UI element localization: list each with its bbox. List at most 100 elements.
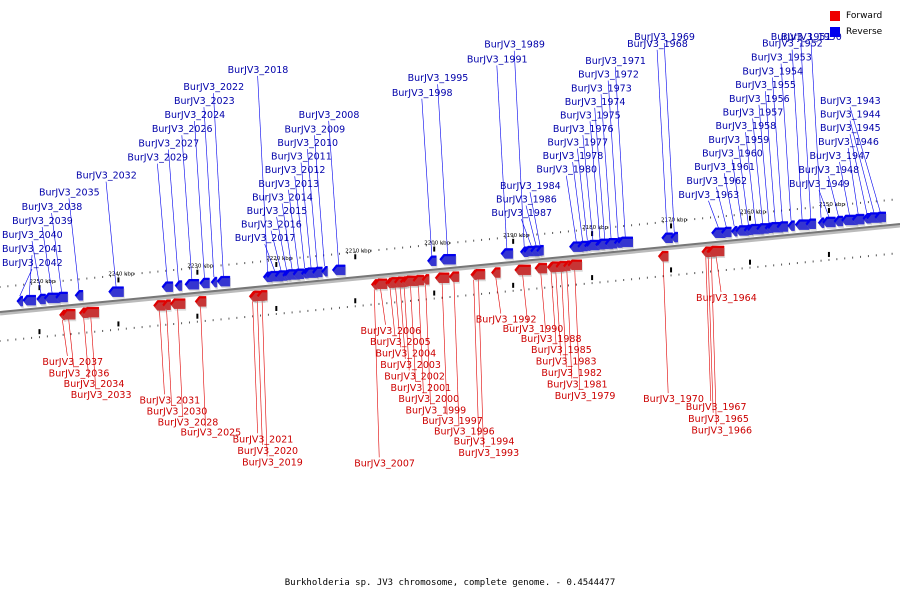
gene-arrow-BurJV3_1943[interactable] [874,211,887,223]
gene-label-BurJV3_1946[interactable]: BurJV3_1946 [818,137,879,148]
gene-label-BurJV3_2002[interactable]: BurJV3_2002 [384,371,445,382]
gene-label-BurJV3_1959[interactable]: BurJV3_1959 [708,135,769,146]
gene-label-BurJV3_1950[interactable]: BurJV3_1950 [781,32,842,43]
gene-label-BurJV3_1972[interactable]: BurJV3_1972 [578,70,639,81]
gene-label-BurJV3_1967[interactable]: BurJV3_1967 [686,402,747,413]
gene-arrow-BurJV3_2024[interactable] [199,277,210,289]
gene-label-BurJV3_2000[interactable]: BurJV3_2000 [398,394,459,405]
gene-label-BurJV3_1997[interactable]: BurJV3_1997 [422,416,483,427]
gene-arrow-BurJV3_2042[interactable] [16,295,23,307]
gene-label-BurJV3_1978[interactable]: BurJV3_1978 [543,151,604,162]
gene-label-BurJV3_2007[interactable]: BurJV3_2007 [354,458,415,469]
gene-label-BurJV3_2021[interactable]: BurJV3_2021 [233,434,294,445]
gene-arrow-BurJV3_2008[interactable] [331,264,346,276]
gene-label-BurJV3_1964[interactable]: BurJV3_1964 [696,293,757,304]
gene-label-BurJV3_2003[interactable]: BurJV3_2003 [380,360,441,371]
gene-label-BurJV3_1962[interactable]: BurJV3_1962 [686,176,747,187]
gene-arrow-BurJV3_2026[interactable] [184,278,200,290]
gene-label-BurJV3_1960[interactable]: BurJV3_1960 [702,148,763,159]
gene-arrow-BurJV3_2029[interactable] [161,281,174,292]
gene-label-BurJV3_2037[interactable]: BurJV3_2037 [42,357,103,368]
gene-label-BurJV3_1994[interactable]: BurJV3_1994 [454,437,515,448]
gene-arrow-BurJV3_1984[interactable] [536,244,544,256]
gene-arrow-BurJV3_2009[interactable] [321,266,328,277]
gene-arrow-BurJV3_2041[interactable] [22,294,36,306]
gene-label-BurJV3_1993[interactable]: BurJV3_1993 [458,448,519,459]
gene-label-BurJV3_1948[interactable]: BurJV3_1948 [798,165,859,176]
gene-label-BurJV3_2031[interactable]: BurJV3_2031 [139,395,200,406]
gene-label-BurJV3_2010[interactable]: BurJV3_2010 [277,138,338,149]
gene-arrow-BurJV3_1951[interactable] [805,218,817,229]
gene-label-BurJV3_1951[interactable]: BurJV3_1951 [771,32,832,43]
gene-label-BurJV3_1976[interactable]: BurJV3_1976 [553,124,614,135]
gene-arrow-BurJV3_1998[interactable] [427,255,437,267]
gene-arrow-BurJV3_2038[interactable] [55,291,68,303]
gene-label-BurJV3_2004[interactable]: BurJV3_2004 [376,348,437,359]
gene-arrow-BurJV3_1990[interactable] [514,264,531,276]
gene-label-BurJV3_2023[interactable]: BurJV3_2023 [174,96,235,107]
gene-arrow-BurJV3_2025[interactable] [194,296,207,307]
gene-label-BurJV3_1983[interactable]: BurJV3_1983 [536,357,597,368]
gene-arrow-BurJV3_2033[interactable] [82,306,100,318]
gene-label-BurJV3_2042[interactable]: BurJV3_2042 [2,258,63,269]
gene-label-BurJV3_1990[interactable]: BurJV3_1990 [503,324,564,335]
gene-label-BurJV3_1974[interactable]: BurJV3_1974 [565,97,626,108]
gene-arrow-BurJV3_2019[interactable] [256,290,268,301]
gene-label-BurJV3_2039[interactable]: BurJV3_2039 [12,216,73,227]
gene-label-BurJV3_2018[interactable]: BurJV3_2018 [228,65,289,76]
gene-label-BurJV3_1977[interactable]: BurJV3_1977 [547,138,608,149]
gene-label-BurJV3_1989[interactable]: BurJV3_1989 [484,40,545,51]
gene-label-BurJV3_1991[interactable]: BurJV3_1991 [467,54,528,65]
gene-label-BurJV3_2015[interactable]: BurJV3_2015 [247,206,308,217]
gene-arrow-BurJV3_1971[interactable] [617,236,634,248]
gene-label-BurJV3_1999[interactable]: BurJV3_1999 [406,405,467,416]
gene-label-BurJV3_1975[interactable]: BurJV3_1975 [560,110,621,121]
gene-label-BurJV3_1968[interactable]: BurJV3_1968 [627,39,688,50]
gene-arrow-BurJV3_2030[interactable] [162,299,171,310]
gene-label-BurJV3_2041[interactable]: BurJV3_2041 [2,244,63,255]
gene-label-BurJV3_1943[interactable]: BurJV3_1943 [820,96,881,107]
gene-label-BurJV3_2001[interactable]: BurJV3_2001 [391,383,452,394]
gene-arrow-BurJV3_1988[interactable] [534,262,548,274]
gene-arrow-BurJV3_1953[interactable] [787,220,795,231]
gene-label-BurJV3_2024[interactable]: BurJV3_2024 [164,110,225,121]
gene-label-BurJV3_1996[interactable]: BurJV3_1996 [434,427,495,438]
gene-label-BurJV3_2017[interactable]: BurJV3_2017 [235,233,296,244]
gene-label-BurJV3_2012[interactable]: BurJV3_2012 [265,165,326,176]
gene-label-BurJV3_1985[interactable]: BurJV3_1985 [531,345,592,356]
gene-arrow-BurJV3_1995[interactable] [439,253,456,265]
gene-label-BurJV3_2016[interactable]: BurJV3_2016 [241,220,302,231]
gene-label-BurJV3_1944[interactable]: BurJV3_1944 [820,110,881,121]
gene-arrow-BurJV3_1997[interactable] [434,272,450,284]
gene-label-BurJV3_1956[interactable]: BurJV3_1956 [729,94,790,105]
gene-label-BurJV3_2030[interactable]: BurJV3_2030 [147,407,208,418]
gene-label-BurJV3_2027[interactable]: BurJV3_2027 [138,139,199,150]
gene-label-BurJV3_1998[interactable]: BurJV3_1998 [392,88,453,99]
gene-label-BurJV3_2022[interactable]: BurJV3_2022 [183,82,244,93]
gene-label-BurJV3_1971[interactable]: BurJV3_1971 [585,56,646,67]
gene-arrow-BurJV3_1962[interactable] [720,226,732,238]
gene-label-BurJV3_2034[interactable]: BurJV3_2034 [64,379,125,390]
gene-label-BurJV3_1988[interactable]: BurJV3_1988 [521,334,582,345]
gene-label-BurJV3_2036[interactable]: BurJV3_2036 [49,368,110,379]
gene-label-BurJV3_1952[interactable]: BurJV3_1952 [762,39,823,50]
gene-label-BurJV3_1987[interactable]: BurJV3_1987 [491,208,552,219]
gene-label-BurJV3_2035[interactable]: BurJV3_2035 [39,187,100,198]
gene-label-BurJV3_2033[interactable]: BurJV3_2033 [71,390,132,401]
gene-label-BurJV3_2038[interactable]: BurJV3_2038 [22,202,83,213]
gene-label-BurJV3_1955[interactable]: BurJV3_1955 [735,80,796,91]
gene-arrow-BurJV3_2035[interactable] [74,290,84,301]
gene-arrow-BurJV3_1979[interactable] [567,259,582,271]
gene-label-BurJV3_1979[interactable]: BurJV3_1979 [555,391,616,402]
gene-label-BurJV3_1992[interactable]: BurJV3_1992 [476,315,537,326]
gene-arrow-BurJV3_1996[interactable] [448,271,460,282]
gene-label-BurJV3_1970[interactable]: BurJV3_1970 [643,394,704,405]
gene-label-BurJV3_2020[interactable]: BurJV3_2020 [237,446,298,457]
gene-label-BurJV3_1954[interactable]: BurJV3_1954 [742,67,803,78]
gene-label-BurJV3_2040[interactable]: BurJV3_2040 [2,230,63,241]
gene-arrow-BurJV3_1992[interactable] [490,267,501,278]
gene-arrow-BurJV3_2028[interactable] [169,298,186,309]
gene-label-BurJV3_2006[interactable]: BurJV3_2006 [361,326,422,337]
gene-label-BurJV3_1973[interactable]: BurJV3_1973 [571,83,632,94]
gene-label-BurJV3_1984[interactable]: BurJV3_1984 [500,181,561,192]
